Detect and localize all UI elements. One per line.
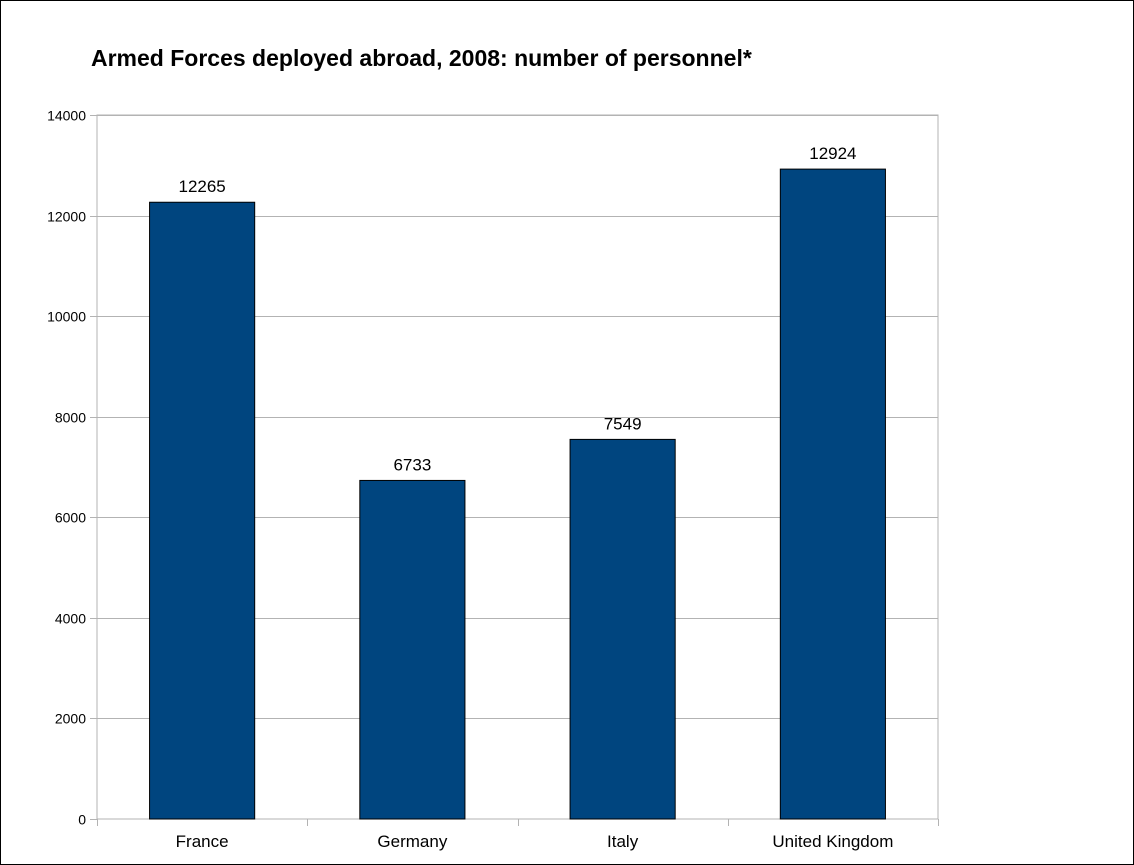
labels: 0 2000 4000 6000 8000 10000 12000 14000 12265 Fra… <box>47 108 893 852</box>
data-label: 6733 <box>393 455 431 474</box>
bar-germany <box>359 479 466 820</box>
y-tick-label: 0 <box>78 812 86 828</box>
y-tick-label: 4000 <box>55 611 86 627</box>
data-label: 12265 <box>178 177 225 196</box>
y-tick-label: 8000 <box>55 410 86 426</box>
y-tick-label: 6000 <box>55 510 86 526</box>
axes <box>90 115 939 826</box>
plot-area <box>96 114 939 820</box>
y-tick-label: 12000 <box>47 209 86 225</box>
data-label: 7549 <box>604 414 642 433</box>
bar-italy <box>569 438 676 820</box>
data-label: 12924 <box>809 144 856 163</box>
x-tick-label: Germany <box>377 832 447 851</box>
bars <box>149 168 886 820</box>
bar-united-kingdom <box>779 168 886 820</box>
y-tick-label: 2000 <box>55 711 86 727</box>
x-tick-label: Italy <box>607 832 639 851</box>
y-tick-label: 14000 <box>47 108 86 124</box>
y-tick-label: 10000 <box>47 309 86 325</box>
bar-france <box>149 201 256 820</box>
x-tick-label: United Kingdom <box>772 832 893 851</box>
chart-title: Armed Forces deployed abroad, 2008: numb… <box>91 45 752 71</box>
x-tick-label: France <box>176 832 229 851</box>
